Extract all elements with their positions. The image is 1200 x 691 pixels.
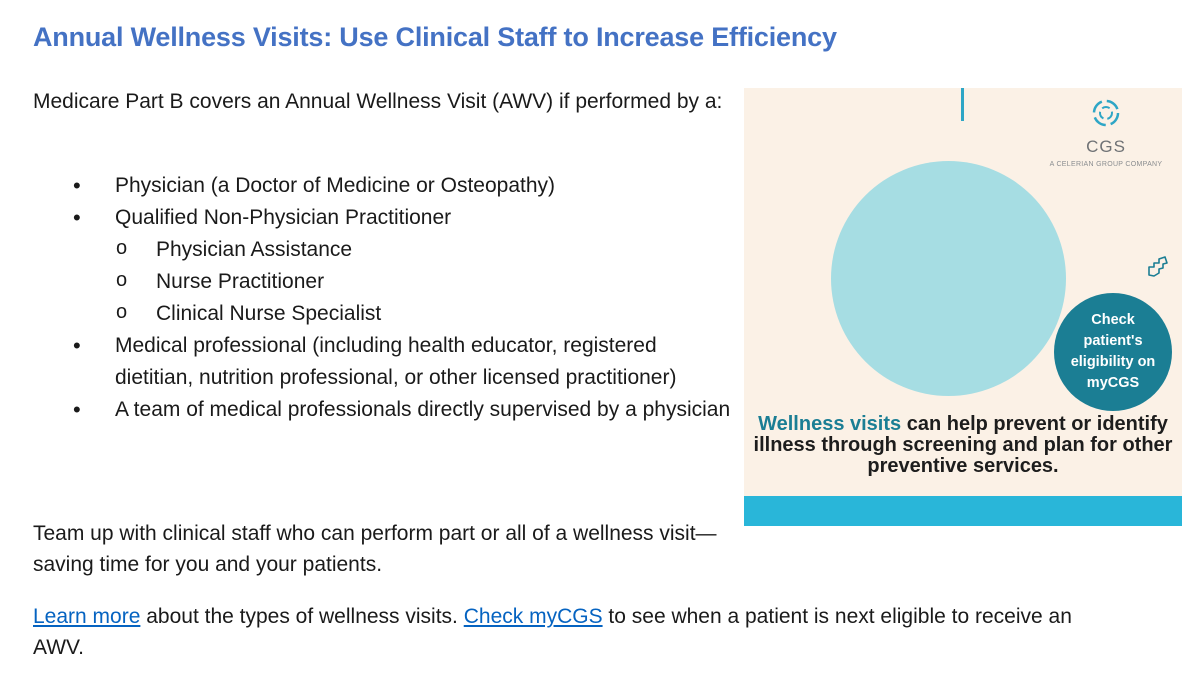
list-item-label: Qualified Non-Physician Practitioner xyxy=(115,206,452,229)
closing-paragraph: Learn more about the types of wellness v… xyxy=(33,601,1073,663)
list-item: A team of medical professionals directly… xyxy=(33,394,733,426)
logo-tagline: A CELERIAN GROUP COMPANY xyxy=(1049,161,1163,168)
sub-list: Physician Assistance Nurse Practitioner … xyxy=(115,232,733,330)
sub-list-item: Nurse Practitioner xyxy=(115,264,733,298)
check-mycgs-link[interactable]: Check myCGS xyxy=(463,605,603,628)
closing-text-2: to see when a patient is next eligible t… xyxy=(33,605,1072,659)
closing-text-1: about the types of wellness visits. xyxy=(140,605,464,628)
logo-name: CGS xyxy=(1086,137,1126,156)
message-rest: can help prevent or identify illness thr… xyxy=(753,413,1173,477)
list-item: Qualified Non-Physician Practitioner Phy… xyxy=(33,202,733,330)
team-text: Team up with clinical staff who can perf… xyxy=(33,522,717,576)
wellness-message: Wellness visits can help prevent or iden… xyxy=(752,414,1174,477)
intro-text: Medicare Part B covers an Annual Wellnes… xyxy=(33,90,723,113)
bottom-stripe xyxy=(744,496,1182,526)
badge-text: Check patient's eligibility on myCGS xyxy=(1070,312,1156,391)
list-item: Medical professional (including health e… xyxy=(33,330,733,394)
decorative-line xyxy=(961,88,964,121)
pointer-hand-icon xyxy=(1148,256,1168,277)
sub-list-item: Physician Assistance xyxy=(115,232,733,266)
list-item-label: A team of medical professionals directly… xyxy=(115,398,731,421)
cgs-logo-mark-icon xyxy=(1092,99,1120,127)
decorative-circle xyxy=(831,161,1066,396)
cgs-logo: CGS A CELERIAN GROUP COMPANY xyxy=(1036,96,1176,168)
list-item-label: Medical professional (including health e… xyxy=(115,334,677,389)
list-item-label: Physician (a Doctor of Medicine or Osteo… xyxy=(115,174,556,197)
list-item: Physician (a Doctor of Medicine or Osteo… xyxy=(33,170,733,202)
wellness-graphic: CGS A CELERIAN GROUP COMPANY Check patie… xyxy=(744,88,1182,526)
message-highlight: Wellness visits xyxy=(758,413,902,435)
learn-more-link[interactable]: Learn more xyxy=(33,605,141,628)
sub-list-item: Clinical Nurse Specialist xyxy=(115,296,733,330)
practitioner-list: Physician (a Doctor of Medicine or Osteo… xyxy=(33,170,733,426)
page-title: Annual Wellness Visits: Use Clinical Sta… xyxy=(33,22,837,52)
eligibility-badge[interactable]: Check patient's eligibility on myCGS xyxy=(1054,293,1172,411)
